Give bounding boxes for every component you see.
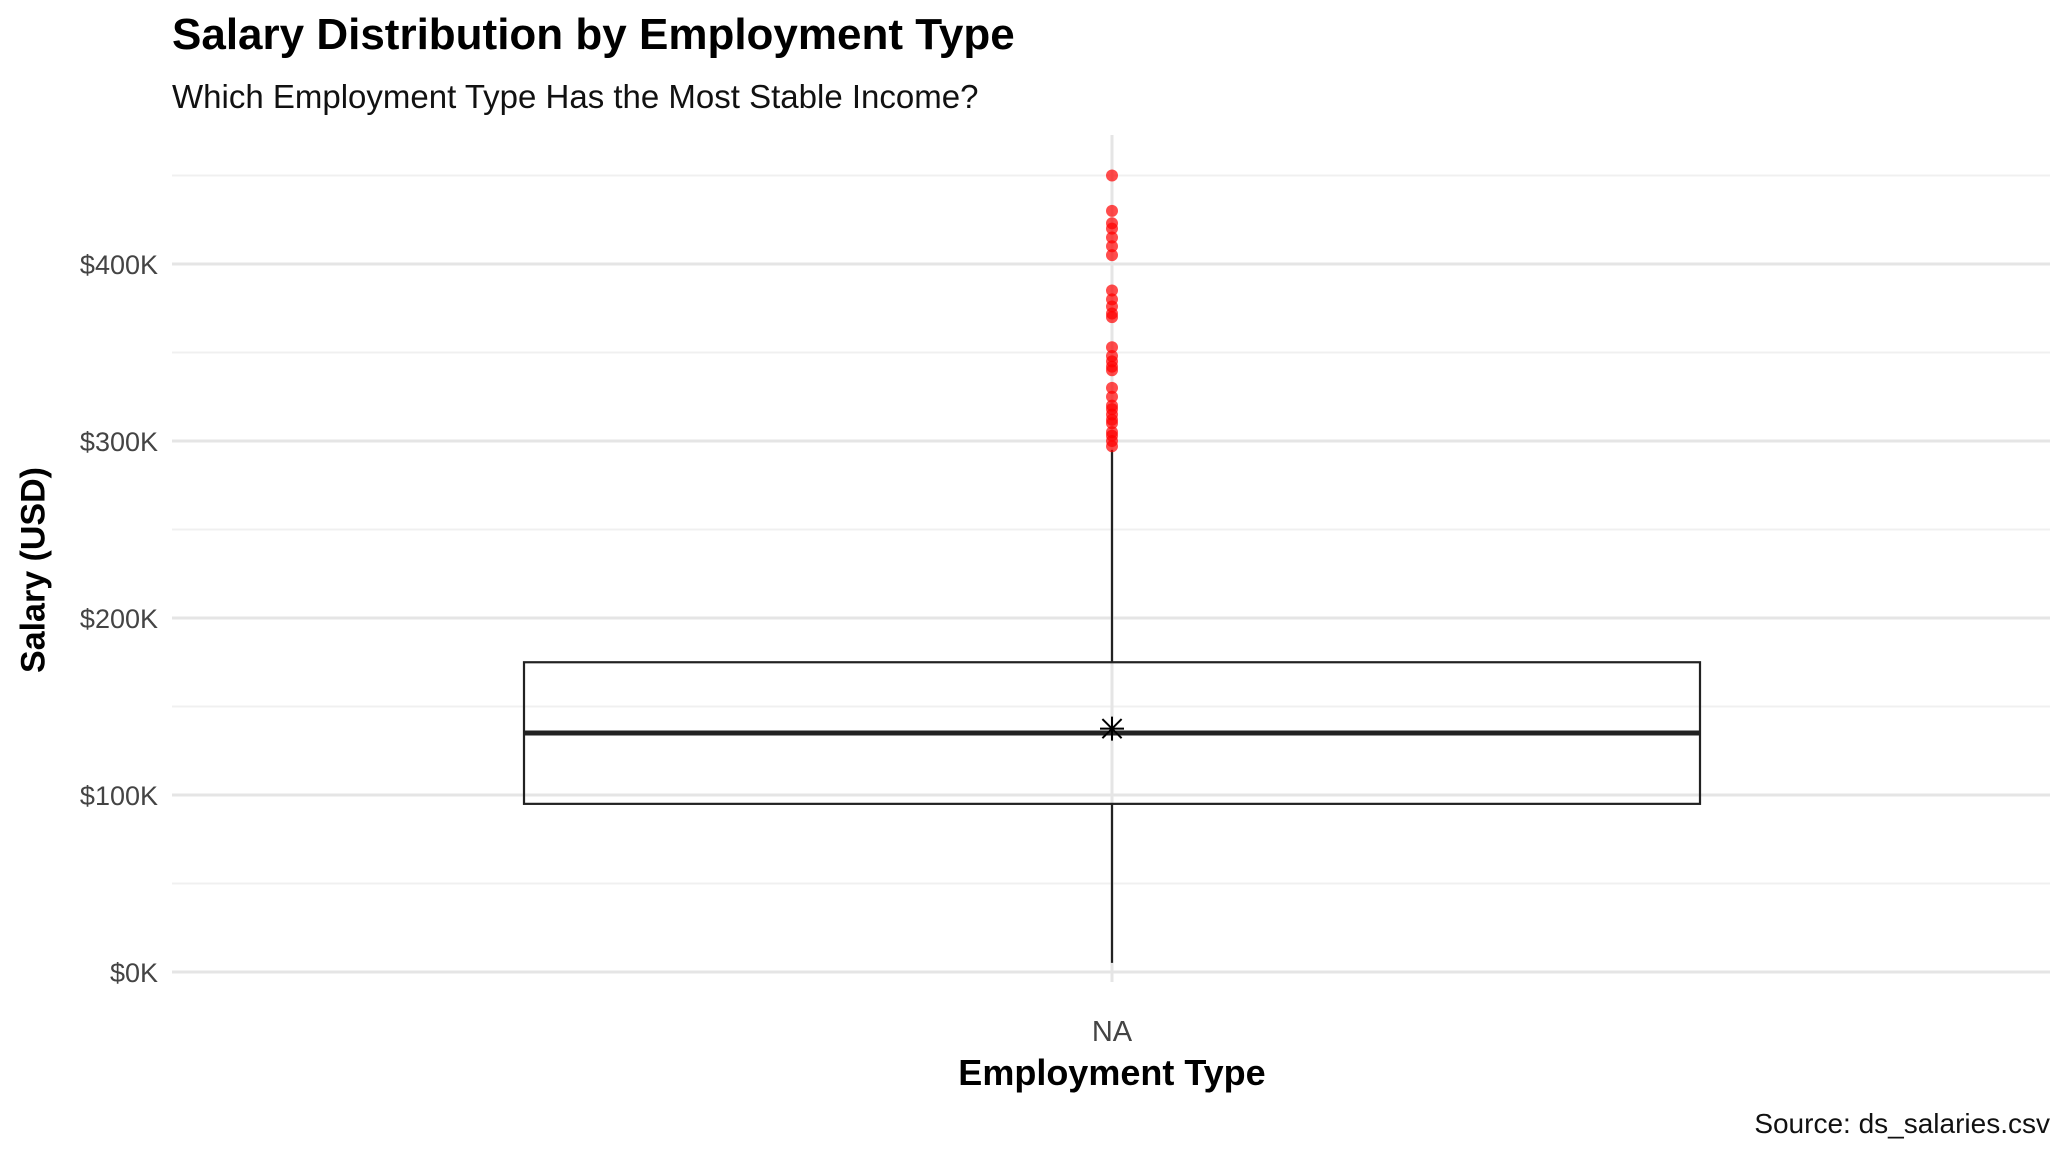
x-tick-label: NA xyxy=(1092,1016,1133,1048)
outlier-point xyxy=(1106,390,1118,403)
y-tick-label: $200K xyxy=(80,604,158,634)
outlier-point xyxy=(1106,240,1118,253)
mean-marker xyxy=(1100,716,1124,741)
outlier-point xyxy=(1106,399,1118,412)
outlier-point xyxy=(1106,426,1118,439)
outlier-point xyxy=(1106,169,1118,182)
y-tick-label: $400K xyxy=(80,250,158,280)
outlier-point xyxy=(1106,284,1118,297)
y-tick-label: $300K xyxy=(80,427,158,457)
outlier-point xyxy=(1106,350,1118,363)
x-axis-label: Employment Type xyxy=(958,1052,1266,1093)
outlier-point xyxy=(1106,217,1118,230)
chart-subtitle: Which Employment Type Has the Most Stabl… xyxy=(172,78,979,115)
outlier-point xyxy=(1106,293,1118,306)
y-tick-label: $0K xyxy=(110,958,158,988)
outlier-point xyxy=(1106,204,1118,217)
outlier-point xyxy=(1106,231,1118,244)
y-tick-label: $100K xyxy=(80,781,158,811)
chart-title: Salary Distribution by Employment Type xyxy=(172,10,1015,59)
outlier-point xyxy=(1106,249,1118,262)
chart-caption: Source: ds_salaries.csv xyxy=(1754,1108,2050,1139)
outlier-point xyxy=(1106,341,1118,354)
outlier-point xyxy=(1106,381,1118,394)
